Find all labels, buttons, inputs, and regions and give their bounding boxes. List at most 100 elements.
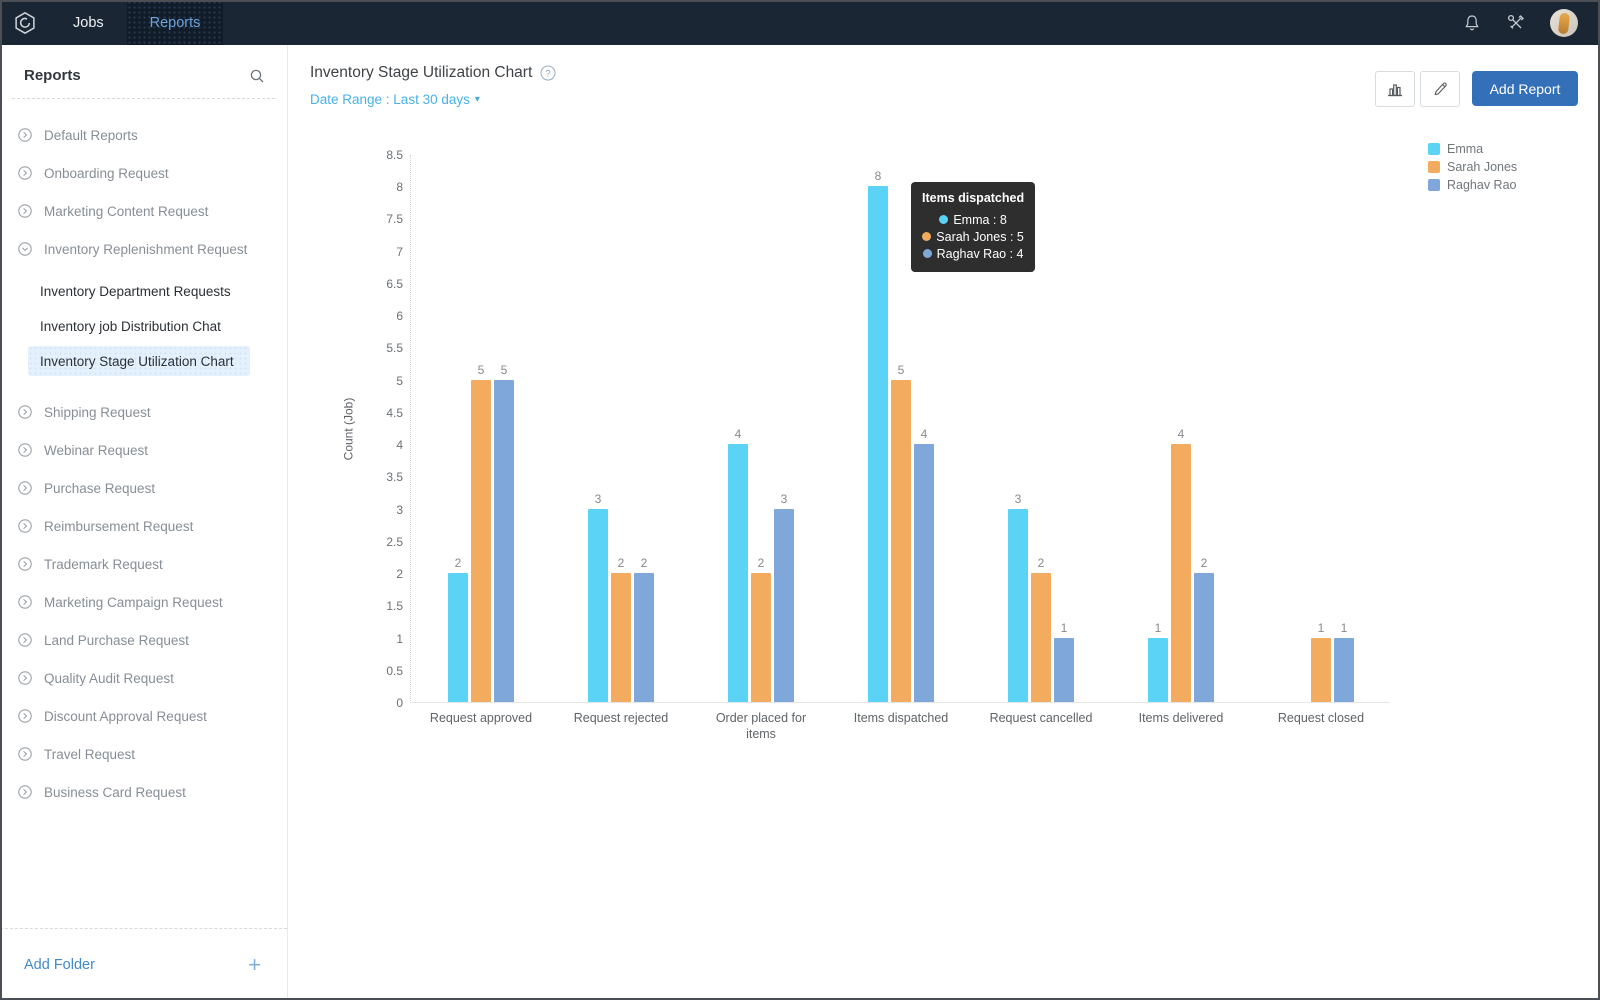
chart-bar[interactable] bbox=[1008, 509, 1028, 702]
date-range-selector[interactable]: Date Range : Last 30 days ▾ bbox=[310, 92, 480, 107]
x-tick-label: Request approved bbox=[429, 711, 533, 725]
search-icon[interactable] bbox=[249, 68, 265, 84]
y-tick-label: 5.5 bbox=[386, 341, 403, 356]
bar-value-label: 2 bbox=[757, 556, 765, 570]
x-tick-label: Items dispatched bbox=[853, 711, 949, 725]
y-tick-label: 8 bbox=[396, 180, 403, 195]
legend-item[interactable]: Sarah Jones bbox=[1428, 158, 1517, 176]
bar-value-label: 3 bbox=[780, 492, 788, 506]
sidebar-title: Reports bbox=[24, 67, 81, 84]
sidebar-item-travel-request[interactable]: Travel Request bbox=[0, 735, 287, 773]
app-logo-icon[interactable] bbox=[0, 0, 50, 45]
chart-bar[interactable] bbox=[914, 444, 934, 702]
bar-value-label: 3 bbox=[594, 492, 602, 506]
tooltip-row-label: Emma : 8 bbox=[953, 212, 1007, 227]
chart-bar[interactable] bbox=[1054, 638, 1074, 702]
chevron-circle-icon bbox=[18, 128, 32, 142]
chart-bar[interactable] bbox=[728, 444, 748, 702]
y-tick-label: 6.5 bbox=[386, 276, 403, 291]
tab-reports[interactable]: Reports bbox=[126, 0, 224, 45]
tooltip-row: Raghav Rao : 4 bbox=[922, 245, 1024, 262]
tab-jobs[interactable]: Jobs bbox=[50, 0, 127, 45]
tooltip-dot-icon bbox=[922, 232, 932, 241]
x-tick-label: Request rejected bbox=[573, 711, 669, 725]
page-title: Inventory Stage Utilization Chart bbox=[310, 64, 533, 81]
pencil-icon bbox=[1434, 82, 1447, 96]
chevron-circle-icon bbox=[18, 519, 32, 533]
add-folder-button[interactable]: Add Folder + bbox=[0, 928, 287, 1000]
sidebar-item-quality-audit-request[interactable]: Quality Audit Request bbox=[0, 659, 287, 697]
chart-bar[interactable] bbox=[1148, 638, 1168, 702]
tab-jobs-label: Jobs bbox=[73, 14, 104, 31]
bar-value-label: 2 bbox=[640, 556, 648, 570]
legend-item[interactable]: Emma bbox=[1428, 140, 1517, 158]
chart-bar[interactable] bbox=[448, 573, 468, 702]
sidebar-item-inventory-department-requests[interactable]: Inventory Department Requests bbox=[40, 284, 231, 299]
tools-icon[interactable] bbox=[1506, 13, 1526, 33]
chevron-circle-icon bbox=[18, 166, 32, 180]
sidebar-item-trademark-request[interactable]: Trademark Request bbox=[0, 545, 287, 583]
top-navbar: Jobs Reports bbox=[0, 0, 1600, 45]
chart-bar[interactable] bbox=[588, 509, 608, 702]
bar-value-label: 2 bbox=[454, 556, 462, 570]
bar-chart-icon bbox=[1388, 84, 1402, 97]
tooltip-dot-icon bbox=[922, 249, 932, 258]
y-tick-label: 6 bbox=[396, 309, 403, 324]
sidebar-item-land-purchase-request[interactable]: Land Purchase Request bbox=[0, 621, 287, 659]
chart-bar[interactable] bbox=[751, 573, 771, 702]
sidebar-item-reimbursement-request[interactable]: Reimbursement Request bbox=[0, 507, 287, 545]
y-tick-label: 2 bbox=[396, 567, 403, 582]
chevron-circle-icon bbox=[18, 785, 32, 799]
chart-bar[interactable] bbox=[471, 380, 491, 702]
help-icon[interactable]: ? bbox=[540, 65, 556, 81]
legend-item[interactable]: Raghav Rao bbox=[1428, 176, 1517, 194]
x-tick-label: Order placed for items bbox=[715, 711, 807, 741]
sidebar-item-shipping-request[interactable]: Shipping Request bbox=[0, 393, 287, 431]
sidebar-item-inventory-stage-utilization-chart[interactable]: Inventory Stage Utilization Chart bbox=[28, 346, 250, 376]
chart-bar[interactable] bbox=[1171, 444, 1191, 702]
chart-bar[interactable] bbox=[1334, 638, 1354, 702]
chart-bar[interactable] bbox=[891, 380, 911, 702]
sidebar-item-inventory-replenishment-request[interactable]: Inventory Replenishment Request bbox=[0, 230, 287, 268]
sidebar-item-marketing-content-request[interactable]: Marketing Content Request bbox=[0, 192, 287, 230]
y-tick-label: 7 bbox=[396, 244, 403, 259]
chart-bar[interactable] bbox=[1194, 573, 1214, 702]
add-report-button[interactable]: Add Report bbox=[1472, 71, 1578, 106]
y-tick-label: 0 bbox=[396, 696, 403, 710]
chart-bar[interactable] bbox=[494, 380, 514, 702]
tooltip-row-label: Raghav Rao : 4 bbox=[936, 246, 1024, 261]
chart-bar[interactable] bbox=[774, 509, 794, 702]
tab-reports-label: Reports bbox=[149, 14, 201, 31]
y-tick-label: 3.5 bbox=[386, 470, 403, 485]
edit-button[interactable] bbox=[1420, 71, 1460, 107]
sidebar-item-default-reports[interactable]: Default Reports bbox=[0, 116, 287, 154]
chart-bar[interactable] bbox=[1311, 638, 1331, 702]
sidebar-item-webinar-request[interactable]: Webinar Request bbox=[0, 431, 287, 469]
chart-bar[interactable] bbox=[1031, 573, 1051, 702]
sidebar-item-onboarding-request[interactable]: Onboarding Request bbox=[0, 154, 287, 192]
legend-swatch bbox=[1428, 179, 1440, 191]
sidebar-item-inventory-job-distribution-chat[interactable]: Inventory job Distribution Chat bbox=[40, 319, 221, 334]
y-tick-label: 0.5 bbox=[386, 663, 403, 678]
legend-label: Sarah Jones bbox=[1447, 160, 1518, 174]
tooltip-dot-icon bbox=[939, 215, 949, 224]
bar-value-label: 4 bbox=[1177, 427, 1185, 441]
sidebar-item-purchase-request[interactable]: Purchase Request bbox=[0, 469, 287, 507]
sidebar-item-business-card-request[interactable]: Business Card Request bbox=[0, 773, 287, 811]
bar-value-label: 2 bbox=[617, 556, 625, 570]
chevron-down-circle-icon bbox=[18, 242, 32, 256]
user-avatar[interactable] bbox=[1550, 8, 1578, 37]
chart-type-button[interactable] bbox=[1375, 71, 1415, 107]
chart-bar[interactable] bbox=[634, 573, 654, 702]
y-tick-label: 7.5 bbox=[386, 212, 403, 227]
reports-sidebar: Reports Default Reports Onboarding Reque… bbox=[0, 45, 288, 1000]
chart-bar[interactable] bbox=[868, 186, 888, 702]
bell-icon[interactable] bbox=[1462, 13, 1482, 33]
chart-bar[interactable] bbox=[611, 573, 631, 702]
chevron-circle-icon bbox=[18, 671, 32, 685]
chevron-circle-icon bbox=[18, 405, 32, 419]
sidebar-item-discount-approval-request[interactable]: Discount Approval Request bbox=[0, 697, 287, 735]
chevron-circle-icon bbox=[18, 481, 32, 495]
sidebar-item-marketing-campaign-request[interactable]: Marketing Campaign Request bbox=[0, 583, 287, 621]
chart-plot: Count (Job) Items dispatched Emma : 8 Sar… bbox=[341, 148, 1390, 741]
